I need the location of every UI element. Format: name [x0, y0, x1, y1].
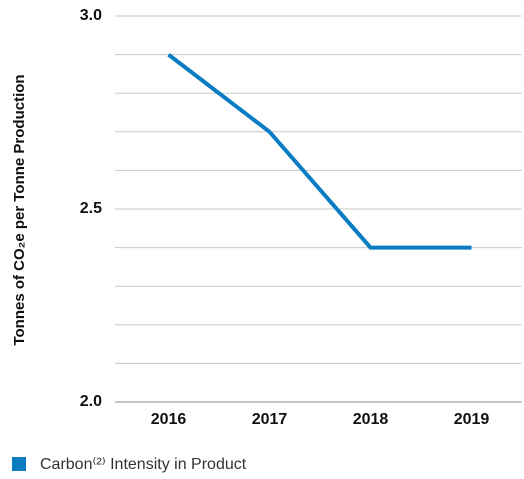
legend-swatch: [12, 457, 26, 471]
data-line: [167, 53, 472, 250]
x-tick-label: 2017: [252, 411, 288, 428]
x-tick-label: 2018: [353, 411, 389, 428]
y-tick-label: 3.0: [80, 7, 102, 24]
x-tick-label: 2019: [454, 411, 490, 428]
y-tick-label: 2.0: [80, 393, 102, 410]
x-tick-label: 2016: [151, 411, 187, 428]
y-tick-label: 2.5: [80, 200, 102, 217]
y-axis-label: Tonnes of CO₂e per Tonne Production: [11, 74, 28, 345]
legend-label: Carbon⁽²⁾ Intensity in Product: [40, 456, 247, 473]
